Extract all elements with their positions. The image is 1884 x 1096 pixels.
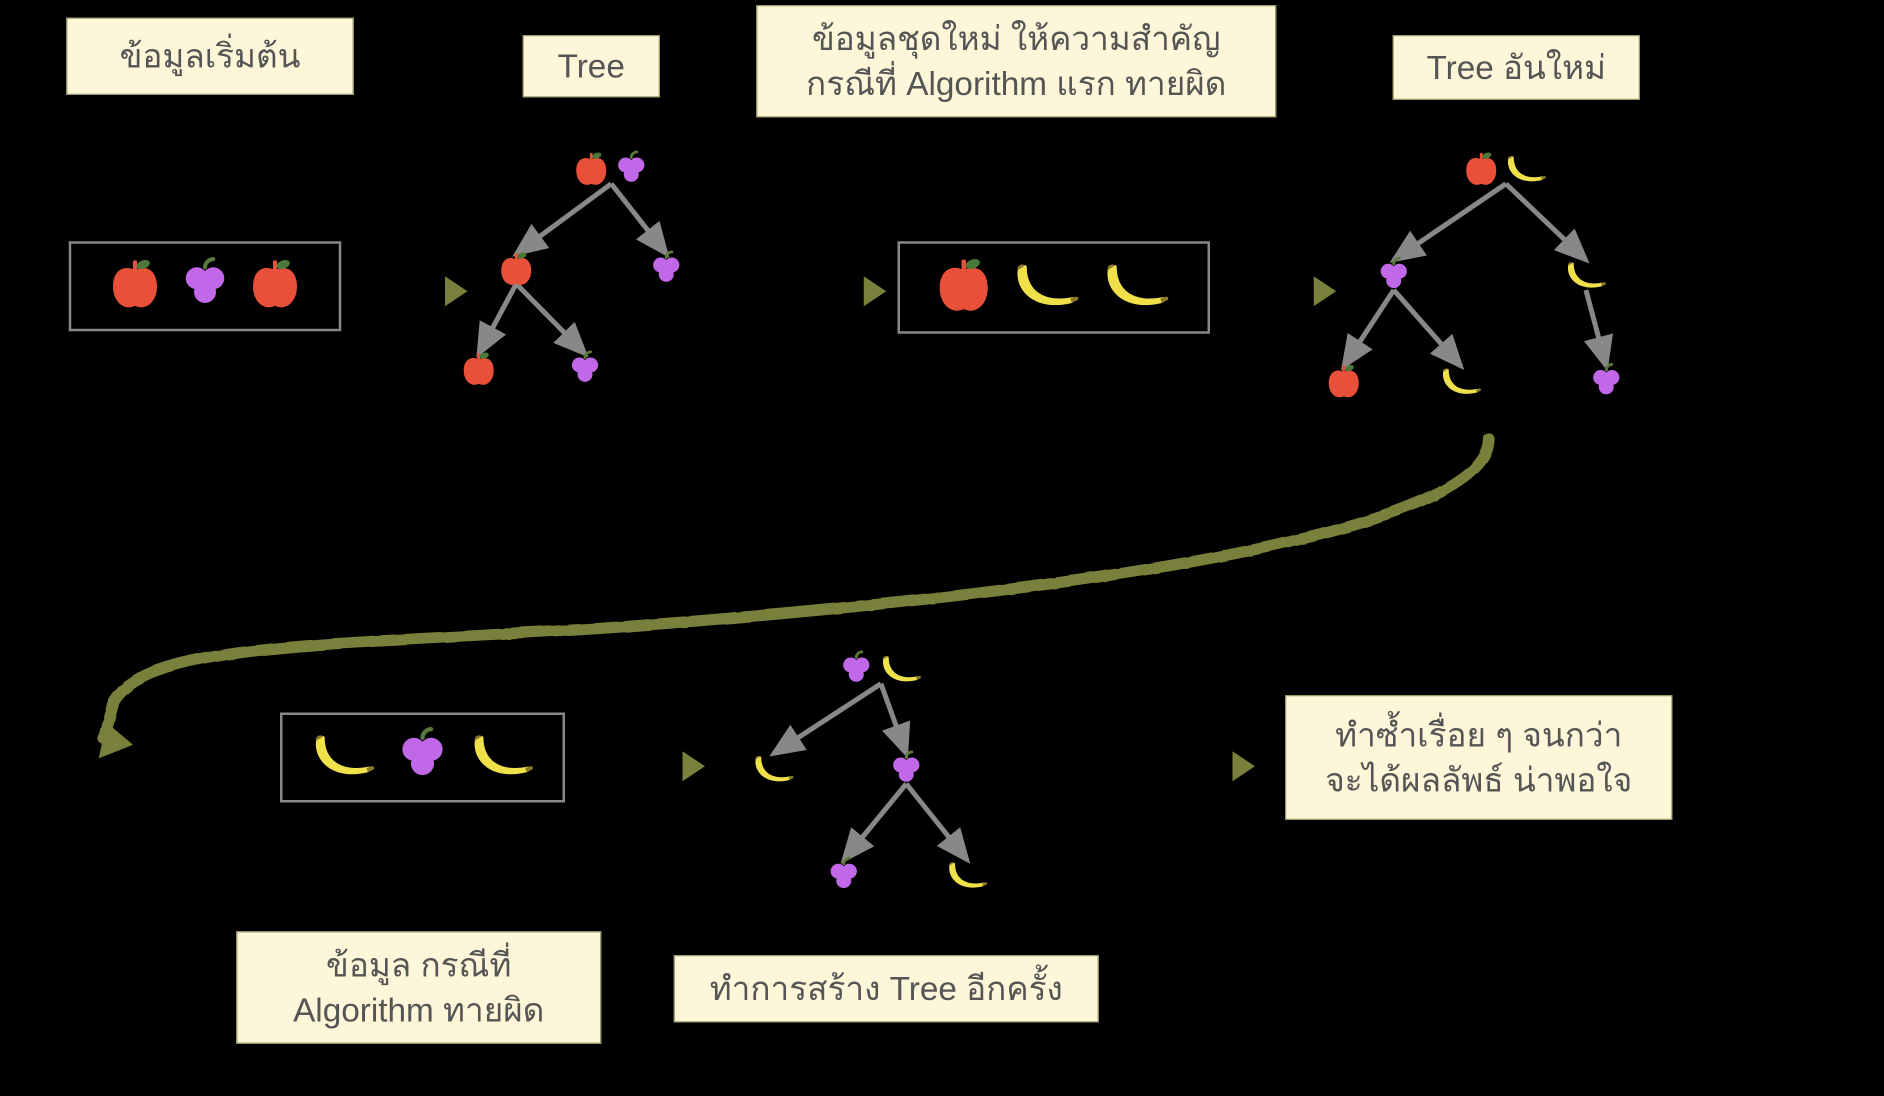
apple-icon — [108, 256, 163, 311]
tree-node — [838, 650, 925, 688]
apple-icon — [1325, 363, 1363, 401]
banana-icon — [1099, 254, 1174, 314]
apple-icon — [934, 254, 994, 320]
label-l2: Tree — [523, 35, 661, 98]
banana-icon — [750, 750, 797, 788]
tree-node — [1563, 256, 1610, 294]
banana-icon — [750, 750, 797, 788]
tree-node — [1463, 150, 1550, 188]
tree-node — [648, 250, 686, 288]
banana-icon — [878, 650, 925, 688]
grape-icon — [825, 856, 863, 894]
flow-arrow — [763, 269, 894, 314]
banana-icon — [1438, 363, 1485, 401]
tree-node — [573, 150, 651, 188]
banana-icon — [944, 856, 991, 894]
flow-arrow — [1231, 269, 1344, 320]
flow-arrow — [763, 269, 894, 320]
label-l5: ข้อมูล กรณีที่ Algorithm ทายผิด — [236, 931, 601, 1044]
banana-icon — [307, 726, 379, 784]
diagram-stage: ข้อมูลเริ่มต้น Tree ข้อมูลชุดใหม่ ให้ความส… — [0, 0, 1884, 1079]
tree-node — [498, 250, 536, 288]
flow-arrow — [1050, 744, 1263, 795]
tree-t3 — [725, 650, 1013, 925]
banana-icon — [1503, 150, 1550, 188]
grape-icon — [178, 256, 233, 317]
banana-icon — [1009, 254, 1084, 320]
grape-icon — [648, 250, 686, 288]
tree-t2 — [1325, 150, 1675, 438]
tree-node — [1375, 256, 1413, 294]
grape-icon — [825, 856, 863, 894]
apple-icon — [1463, 150, 1501, 188]
banana-icon — [1099, 254, 1174, 320]
banana-icon — [1503, 150, 1550, 188]
apple-icon — [573, 150, 611, 188]
tree-node — [566, 350, 604, 388]
data-box-b1 — [69, 241, 342, 331]
grape-icon — [394, 726, 452, 790]
grape-icon — [838, 650, 876, 688]
banana-icon — [466, 726, 538, 784]
apple-icon — [460, 350, 498, 388]
flow-arrow — [588, 744, 713, 789]
grape-icon — [888, 750, 926, 788]
apple-icon — [498, 250, 536, 288]
apple-icon — [1463, 150, 1501, 188]
flow-arrow — [363, 269, 476, 320]
banana-icon — [878, 650, 925, 688]
flow-arrow — [1231, 269, 1344, 314]
tree-node — [944, 856, 991, 894]
grape-icon — [888, 750, 926, 788]
grape-icon — [648, 250, 686, 288]
tree-node — [1438, 363, 1485, 401]
banana-icon — [1563, 256, 1610, 294]
grape-icon — [838, 650, 876, 688]
apple-icon — [108, 256, 163, 317]
tree-node — [825, 856, 863, 894]
label-l6: ทำการสร้าง Tree อีกครั้ง — [674, 955, 1099, 1023]
banana-icon — [466, 726, 538, 790]
grape-icon — [613, 150, 651, 188]
data-box-b3 — [280, 713, 565, 803]
label-l1: ข้อมูลเริ่มต้น — [66, 18, 354, 96]
tree-node — [1588, 363, 1626, 401]
label-l7: ทำซ้ำเรื่อย ๆ จนกว่า จะได้ผลลัพธ์ น่าพอใ… — [1285, 695, 1673, 820]
grape-icon — [1375, 256, 1413, 294]
data-box-b2 — [898, 241, 1211, 334]
grape-icon — [566, 350, 604, 388]
banana-icon — [944, 856, 991, 894]
tree-node — [1325, 363, 1363, 401]
tree-node — [750, 750, 797, 788]
banana-icon — [307, 726, 379, 790]
apple-icon — [498, 250, 536, 288]
grape-icon — [178, 256, 233, 311]
banana-icon — [1009, 254, 1084, 314]
grape-icon — [613, 150, 651, 188]
grape-icon — [1375, 256, 1413, 294]
flow-arrow — [363, 269, 476, 314]
label-l4: Tree อันใหม่ — [1393, 35, 1641, 100]
apple-icon — [248, 256, 303, 311]
flow-arrow — [588, 744, 713, 795]
banana-icon — [1438, 363, 1485, 401]
tree-node — [460, 350, 498, 388]
tree-node — [888, 750, 926, 788]
grape-icon — [566, 350, 604, 388]
label-l3: ข้อมูลชุดใหม่ ให้ความสำคัญ กรณีที่ Algor… — [756, 5, 1276, 118]
apple-icon — [573, 150, 611, 188]
apple-icon — [1325, 363, 1363, 401]
apple-icon — [460, 350, 498, 388]
apple-icon — [248, 256, 303, 317]
grape-icon — [1588, 363, 1626, 401]
apple-icon — [934, 254, 994, 314]
grape-icon — [1588, 363, 1626, 401]
tree-t1 — [460, 150, 735, 413]
banana-icon — [1563, 256, 1610, 294]
flow-arrow — [1050, 744, 1263, 789]
grape-icon — [394, 726, 452, 784]
